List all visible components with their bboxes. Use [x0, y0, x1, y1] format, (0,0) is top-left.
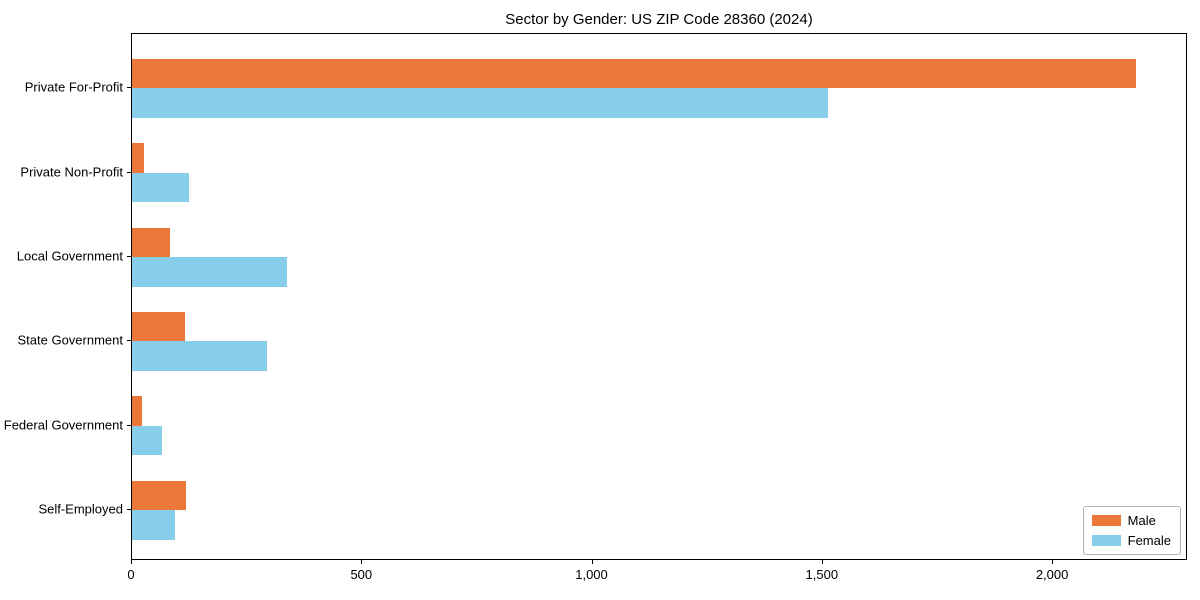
bar-male-2: [132, 227, 171, 257]
x-tick: [131, 560, 132, 564]
legend-label: Female: [1127, 533, 1171, 548]
y-tick: [127, 340, 131, 342]
bar-female-0: [132, 88, 829, 118]
x-tick-label: 0: [127, 567, 135, 582]
plot-area: [131, 33, 1187, 560]
x-tick-label: 1,000: [575, 567, 608, 582]
x-tick-label: 1,500: [805, 567, 839, 582]
bar-male-1: [132, 143, 145, 173]
y-tick-label: State Government: [17, 332, 124, 348]
bar-male-0: [132, 58, 1137, 89]
y-tick: [127, 509, 131, 510]
x-tick-label: 500: [350, 567, 373, 582]
legend-item-male: Male: [1091, 513, 1171, 528]
y-tick: [127, 424, 131, 426]
y-tick: [127, 256, 131, 257]
x-tick: [591, 560, 593, 564]
bar-female-4: [132, 425, 162, 456]
y-tick-label: Self-Employed: [38, 501, 123, 517]
bar-female-5: [132, 510, 176, 540]
bar-male-3: [132, 311, 185, 342]
chart-title: Sector by Gender: US ZIP Code 28360 (202…: [505, 11, 813, 28]
bar-male-4: [132, 396, 143, 426]
bar-female-1: [132, 172, 190, 203]
legend-swatch-female: [1091, 535, 1121, 546]
y-tick-label: Federal Government: [3, 417, 123, 433]
y-tick-label: Private For-Profit: [24, 79, 123, 95]
y-tick: [127, 87, 131, 89]
x-tick: [821, 560, 823, 564]
x-tick-label: 2,000: [1035, 567, 1069, 582]
bar-male-5: [132, 480, 186, 510]
bar-female-3: [132, 341, 267, 371]
y-tick-label: Private Non-Profit: [20, 164, 123, 180]
legend-swatch-male: [1091, 515, 1121, 526]
legend-label: Male: [1127, 513, 1156, 528]
x-tick: [1052, 560, 1054, 564]
y-tick-label: Local Government: [16, 248, 123, 264]
legend-item-female: Female: [1091, 533, 1171, 548]
y-tick: [127, 171, 131, 173]
bar-female-2: [132, 257, 287, 287]
legend: Male Female: [1082, 506, 1181, 555]
x-tick: [361, 560, 363, 564]
